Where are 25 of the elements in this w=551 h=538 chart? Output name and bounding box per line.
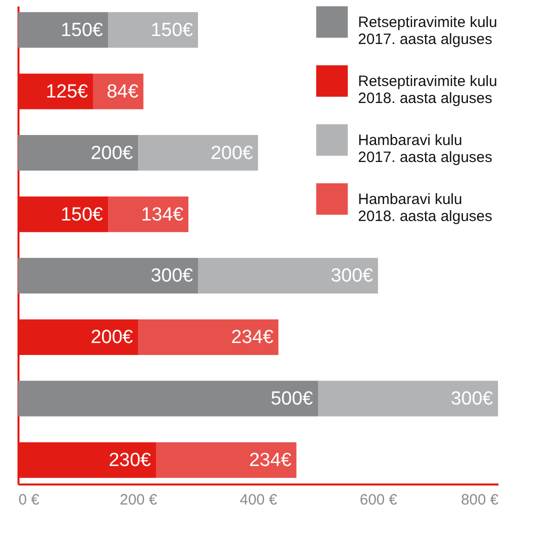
data-label: 500€ <box>270 388 314 410</box>
data-label: 230€ <box>108 450 152 472</box>
data-label: 125€ <box>46 81 88 102</box>
data-label: 234€ <box>249 450 292 472</box>
data-label: 234€ <box>231 327 274 348</box>
data-label: 200€ <box>90 327 134 348</box>
legend-label: Hambaravi kulu 2018. aasta alguses <box>358 191 492 225</box>
data-label: 150€ <box>60 20 104 41</box>
x-tick-label: 200 € <box>120 492 158 508</box>
data-label: 200€ <box>90 142 134 164</box>
data-label: 150€ <box>150 20 194 41</box>
legend-label: Retseptiravimite kulu 2017. aasta alguses <box>358 14 498 48</box>
data-label: 300€ <box>330 266 374 287</box>
data-label: 300€ <box>450 388 494 410</box>
legend-label: Retseptiravimite kulu 2018. aasta alguses <box>358 73 498 107</box>
data-label: 300€ <box>150 266 194 287</box>
x-tick-label: 600 € <box>360 492 398 508</box>
x-tick-label: 0 € <box>18 492 40 508</box>
data-label: 84€ <box>106 81 139 102</box>
data-label: 200€ <box>210 142 254 164</box>
data-label: 150€ <box>60 204 104 226</box>
legend-label: Hambaravi kulu 2017. aasta alguses <box>358 132 492 166</box>
x-tick-label: 400 € <box>240 492 278 508</box>
data-label: 134€ <box>141 204 184 226</box>
x-tick-label: 800 € <box>460 492 500 508</box>
